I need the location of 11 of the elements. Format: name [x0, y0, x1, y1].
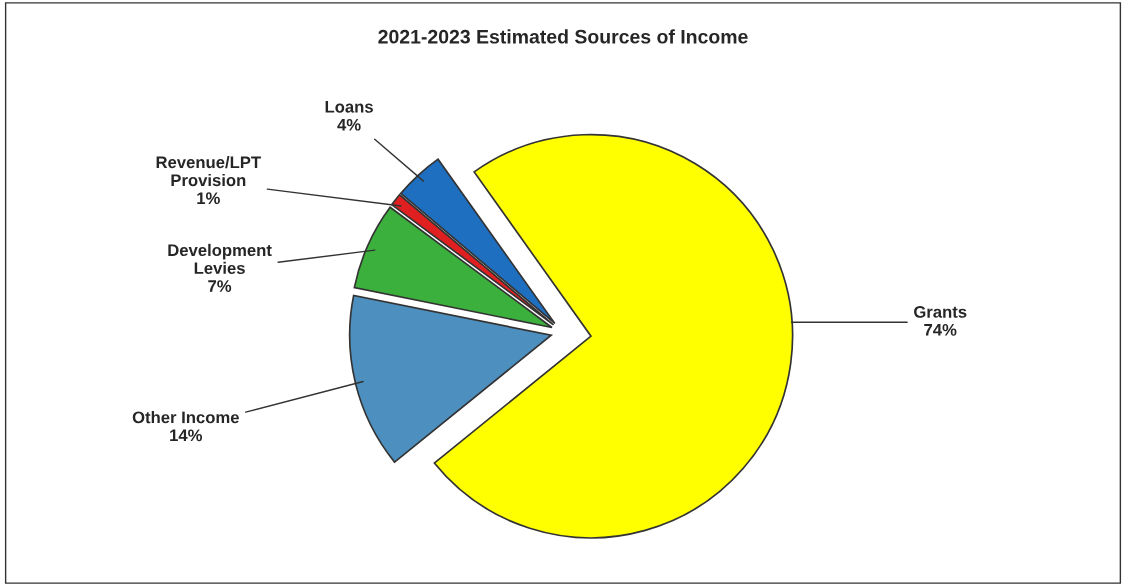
slice-label: Revenue/LPT Provision — [156, 155, 261, 187]
slice-label: Grants — [914, 306, 967, 318]
data-label: 14% — [170, 429, 203, 442]
slice-label: Development Levies — [168, 243, 272, 275]
slice-label: Loans — [325, 101, 373, 113]
slice-label: Other Income — [132, 411, 239, 424]
data-label: 7% — [208, 280, 232, 292]
chart-title: 2021-2023 Estimated Sources of Income — [378, 29, 748, 44]
data-label: 1% — [197, 192, 220, 205]
data-label: 4% — [337, 118, 361, 131]
data-label: 74% — [924, 323, 957, 336]
